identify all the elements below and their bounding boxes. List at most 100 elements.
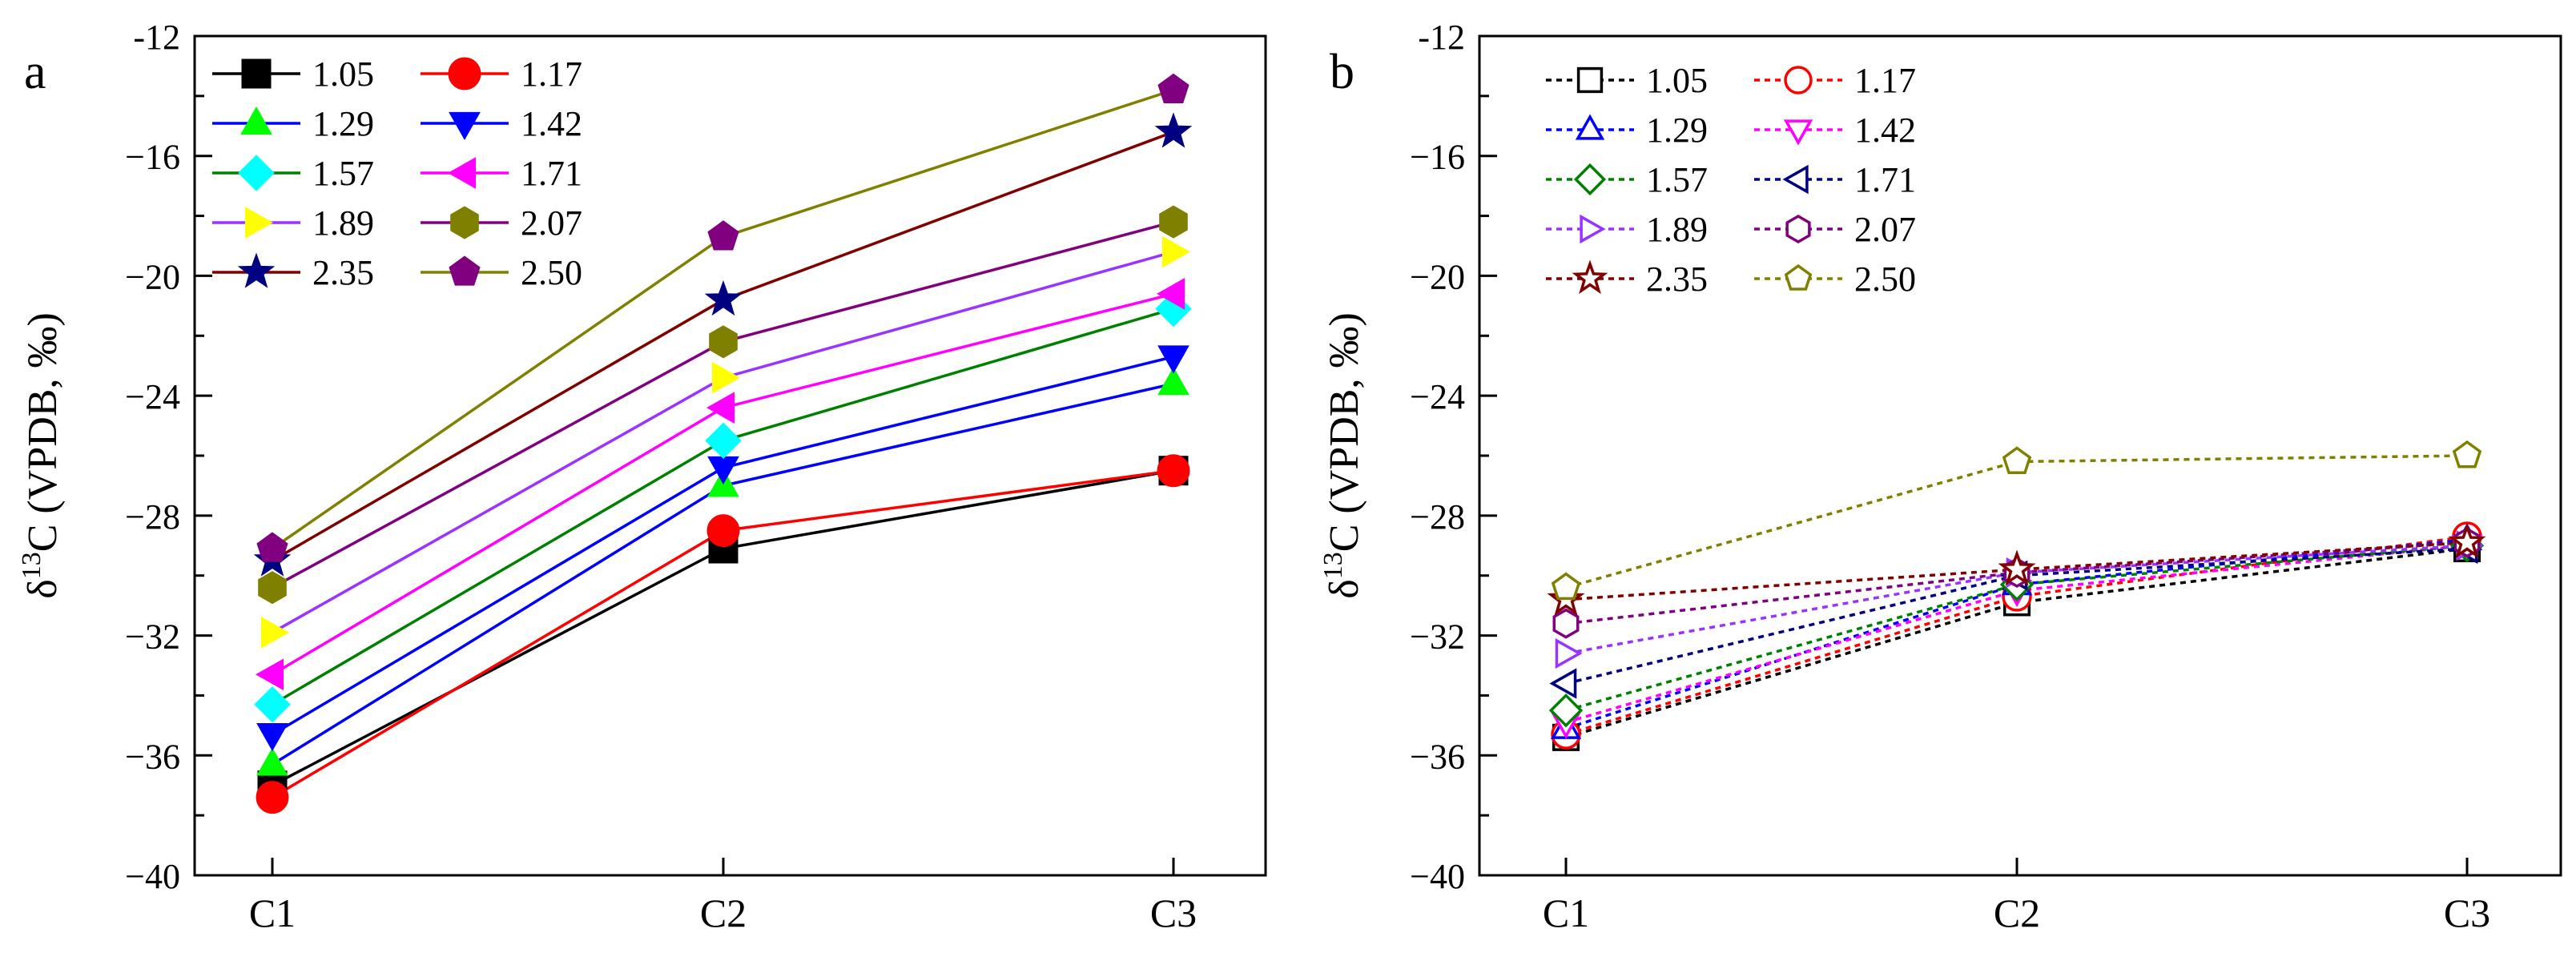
x-tick-label: C2 [700,891,747,935]
legend-marker-1.57 [238,155,275,191]
x-tick-label: C2 [1994,891,2040,935]
legend-label-1.42: 1.42 [1854,111,1916,150]
legend-label-2.07: 2.07 [1854,210,1916,249]
data-point-1.57-C1 [254,686,291,723]
legend-label-1.29: 1.29 [1646,111,1708,150]
legend-marker-1.71 [447,157,477,189]
legend-label-1.57: 1.57 [312,154,374,193]
legend-label-1.57: 1.57 [1646,160,1708,199]
data-point-1.17-C2 [706,514,740,548]
legend-marker-2.50 [1784,263,1813,291]
y-tick-label: −24 [1410,377,1465,416]
y-tick-label: −16 [1410,138,1465,177]
legend-marker-2.35 [1572,259,1608,295]
legend-marker-1.17 [448,57,481,90]
legend-marker-1.42 [449,111,481,141]
data-point-1.57-C2 [705,422,742,459]
y-axis-label-superscript: 13 [1318,552,1348,579]
legend-label-1.71: 1.71 [521,154,582,193]
data-point-1.42-C1 [256,722,288,752]
data-point-2.50-C2 [707,220,739,251]
legend-marker-1.42 [1783,119,1813,146]
legend-label-2.50: 2.50 [1854,259,1916,299]
data-point-2.50-C2 [2002,446,2032,474]
data-point-2.07-C2 [709,325,738,359]
data-point-1.42-C2 [707,456,739,484]
legend-marker-2.35 [237,252,276,288]
legend-label-1.05: 1.05 [312,54,374,94]
panel-b: -12 −16 −20 −24 −28 −32 −36 −40 C1 C2 C3 δ13C (VPDB… [1318,18,2562,935]
y-tick-label: −20 [1410,257,1465,296]
data-point-1.57-C1 [1548,693,1584,728]
data-point-1.89-C1 [1555,637,1583,669]
legend-label-1.71: 1.71 [1854,160,1916,199]
legend-label-1.17: 1.17 [1854,61,1916,100]
y-tick-label: −32 [1410,617,1465,657]
legend-marker-2.50 [449,255,481,286]
data-point-1.29-C3 [1157,367,1189,396]
legend-label-1.17: 1.17 [521,54,582,94]
legend-marker-2.07 [450,206,479,239]
data-point-2.07-C1 [1552,608,1580,639]
legend-marker-2.07 [1785,214,1811,244]
legend-label-1.42: 1.42 [521,104,582,143]
y-tick-label: −36 [1410,737,1465,776]
data-point-1.71-C1 [1549,668,1577,699]
legend-marker-1.89 [244,207,274,239]
legend-label-2.35: 2.35 [1646,259,1708,299]
data-point-1.17-C1 [256,781,289,814]
legend-label-1.05: 1.05 [1646,61,1708,100]
legend-label-1.89: 1.89 [312,203,374,243]
legend-label-2.07: 2.07 [521,203,582,243]
y-tick-label: −20 [125,257,180,296]
legend: 1.05 1.17 1.29 1.42 1.57 1.71 1.89 2.07 2.35 2.50 [1546,61,1916,299]
y-tick-label: −28 [1410,497,1465,537]
data-point-1.71-C3 [1156,278,1185,310]
x-tick-label: C1 [1543,891,1589,935]
legend-marker-1.71 [1782,164,1809,195]
y-tick-label: −28 [125,497,180,537]
y-tick-label: −24 [125,377,180,416]
legend-marker-1.05 [1576,66,1604,94]
y-tick-label: −16 [125,138,180,177]
legend-label-2.50: 2.50 [521,253,582,292]
y-tick-label: −40 [1410,857,1465,896]
legend-marker-1.29 [240,106,272,135]
data-point-2.35-C3 [1154,112,1193,148]
data-point-2.50-C1 [1551,572,1581,601]
data-point-2.07-C3 [1159,205,1188,239]
data-point-1.71-C1 [255,658,284,691]
panel-label: a [24,45,46,99]
data-point-2.07-C1 [258,571,287,605]
data-point-1.89-C2 [711,361,741,394]
y-axis-label: δ13C (VPDB, ‰) [1318,312,1367,599]
data-point-2.35-C2 [704,279,743,316]
data-point-2.50-C1 [256,532,288,562]
y-tick-label: −32 [125,617,180,657]
y-axis-label-text: C (VPDB, ‰) [20,312,66,552]
data-point-2.35-C2 [1998,549,2036,586]
y-axis-label-delta: δ [20,579,66,599]
data-point-1.42-C3 [1157,345,1189,374]
panel-a: -12 −16 −20 −24 −28 −32 −36 −40 C1 C2 C3 δ13C (VPDB… [17,18,1267,935]
x-tick-label: C3 [1150,891,1197,935]
y-tick-label: −40 [125,857,180,896]
legend-marker-1.57 [1573,163,1607,196]
legend: 1.05 1.17 1.29 1.42 1.57 1.71 1.89 2.07 2.35 2.50 [212,54,582,292]
y-tick-label: -12 [1418,18,1465,57]
data-point-2.35-C3 [2448,522,2486,559]
data-point-2.50-C3 [1157,73,1189,104]
legend-label-2.35: 2.35 [312,253,374,292]
data-point-1.29-C1 [256,747,288,776]
legend-marker-1.29 [1575,114,1605,140]
data-point-1.71-C2 [706,392,735,424]
y-tick-label: −36 [125,737,180,776]
legend-marker-1.17 [1784,66,1813,94]
y-axis-label-delta: δ [1322,579,1367,599]
legend-marker-1.05 [241,58,272,89]
legend-label-1.89: 1.89 [1646,210,1708,249]
data-point-1.89-C3 [1161,235,1191,268]
y-axis-label-superscript: 13 [17,552,46,579]
